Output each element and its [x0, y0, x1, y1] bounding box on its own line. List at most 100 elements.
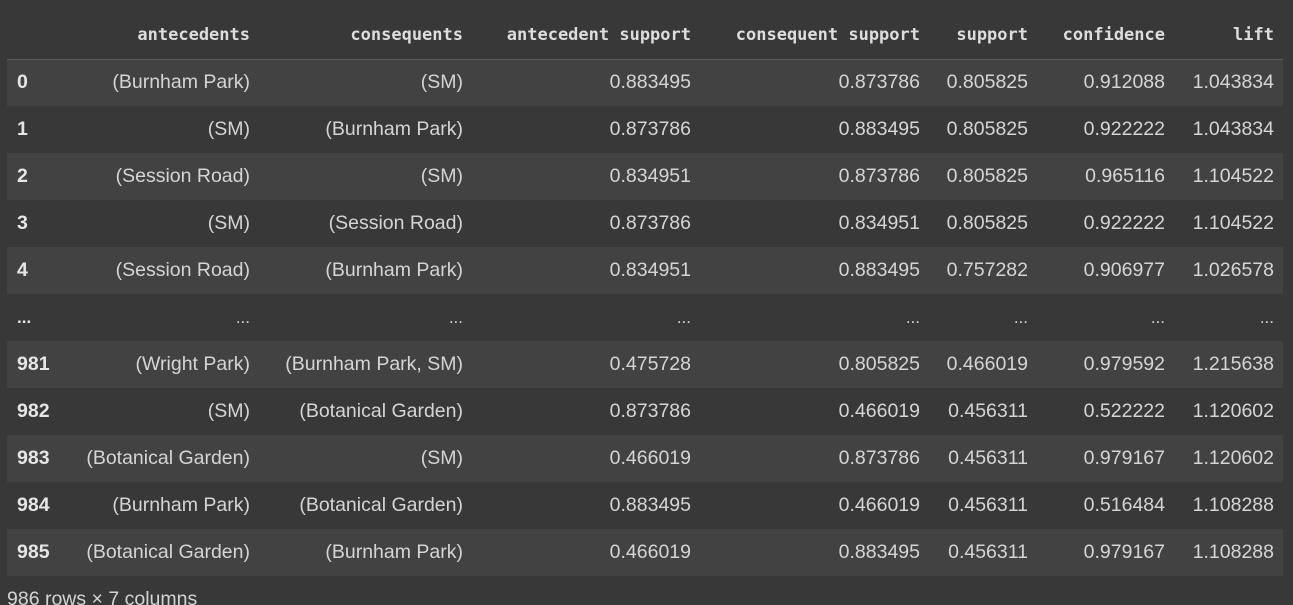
cell-lift: 1.043834 — [1192, 118, 1274, 140]
table-row: 0 (Burnham Park) (SM) 0.883495 0.873786 0.805… — [7, 59, 1283, 106]
cell-support: 0.456311 — [948, 494, 1028, 516]
cell-lift: 1.026578 — [1192, 259, 1274, 281]
cell-antecedents: (Burnham Park) — [112, 71, 250, 94]
cell-consequent-support: 0.466019 — [838, 494, 920, 516]
ellipsis-row: ........................ — [7, 294, 1283, 341]
column-header-antecedents: antecedents — [67, 12, 259, 60]
table-row: 3 (SM) (Session Road) 0.873786 0.834951 0.805… — [7, 200, 1283, 247]
cell-support: ... — [1013, 307, 1028, 327]
cell-lift: 1.104522 — [1192, 165, 1274, 187]
row-index: 2 — [17, 165, 28, 187]
table-row: 982 (SM) (Botanical Garden) 0.873786 0.46601… — [7, 388, 1283, 435]
cell-antecedents: (Session Road) — [115, 165, 250, 187]
row-index: 4 — [17, 259, 28, 281]
cell-consequents: (SM) — [420, 71, 463, 94]
cell-consequents: (Burnham Park) — [325, 259, 463, 281]
cell-lift: 1.043834 — [1192, 71, 1274, 94]
cell-consequents: (Burnham Park, SM) — [285, 353, 463, 375]
cell-antecedents: (SM) — [207, 212, 250, 234]
cell-consequents: (Botanical Garden) — [299, 494, 463, 516]
cell-consequents: (Botanical Garden) — [299, 400, 463, 422]
cell-confidence: 0.965116 — [1085, 165, 1165, 187]
column-header-antecedent-support: antecedent support — [472, 12, 700, 60]
cell-antecedents: (Wright Park) — [135, 353, 251, 375]
cell-antecedent-support: 0.873786 — [609, 212, 691, 234]
cell-support: 0.456311 — [948, 541, 1028, 563]
cell-consequent-support: 0.883495 — [838, 541, 920, 563]
column-header-lift: lift — [1174, 12, 1283, 60]
cell-antecedent-support: 0.883495 — [609, 71, 691, 94]
cell-confidence: 0.516484 — [1083, 494, 1165, 516]
column-header-support: support — [929, 12, 1037, 60]
column-header-consequent-support: consequent support — [700, 12, 929, 60]
row-index: 982 — [17, 400, 50, 422]
column-header-confidence: confidence — [1037, 12, 1174, 60]
cell-antecedents: (Botanical Garden) — [86, 541, 250, 563]
cell-consequents: (SM) — [420, 165, 463, 187]
cell-consequents: (Session Road) — [328, 212, 463, 234]
cell-confidence: ... — [1150, 307, 1165, 327]
table-row: 4 (Session Road) (Burnham Park) 0.834951 0.8… — [7, 247, 1283, 294]
row-index: 3 — [17, 212, 28, 234]
row-index: ... — [17, 307, 32, 327]
cell-antecedents: (SM) — [207, 118, 250, 140]
cell-consequent-support: 0.834951 — [838, 212, 920, 234]
cell-lift: 1.104522 — [1192, 212, 1274, 234]
cell-consequent-support: 0.883495 — [838, 259, 920, 281]
cell-confidence: 0.922222 — [1083, 118, 1165, 140]
cell-consequent-support: 0.805825 — [838, 353, 920, 375]
cell-lift: 1.120602 — [1192, 400, 1274, 422]
cell-consequent-support: 0.873786 — [838, 447, 920, 469]
cell-consequent-support: 0.883495 — [838, 118, 920, 140]
cell-consequent-support: 0.873786 — [838, 71, 920, 94]
cell-confidence: 0.906977 — [1083, 259, 1165, 281]
cell-consequents: (Burnham Park) — [325, 541, 463, 563]
cell-antecedents: ... — [235, 307, 250, 327]
dataframe-table: antecedents consequents antecedent suppo… — [7, 12, 1283, 576]
column-header-consequents: consequents — [259, 12, 472, 60]
cell-consequents: (Burnham Park) — [325, 118, 463, 140]
row-index: 983 — [17, 447, 50, 469]
cell-antecedent-support: 0.475728 — [609, 353, 691, 375]
table-body: 0 (Burnham Park) (SM) 0.883495 0.873786 0.805… — [7, 59, 1283, 576]
cell-confidence: 0.922222 — [1083, 212, 1165, 234]
cell-support: 0.456311 — [948, 447, 1028, 469]
index-header — [7, 12, 67, 60]
cell-support: 0.805825 — [946, 212, 1028, 234]
cell-consequents: ... — [448, 307, 463, 327]
cell-antecedent-support: 0.873786 — [609, 118, 691, 140]
cell-antecedent-support: ... — [676, 307, 691, 327]
cell-consequent-support: ... — [905, 307, 920, 327]
cell-lift: 1.215638 — [1192, 353, 1274, 375]
cell-lift: 1.108288 — [1192, 494, 1274, 516]
cell-support: 0.466019 — [946, 353, 1028, 375]
cell-antecedent-support: 0.883495 — [609, 494, 691, 516]
cell-antecedent-support: 0.466019 — [609, 447, 691, 469]
row-index: 985 — [17, 541, 50, 563]
cell-confidence: 0.979592 — [1083, 353, 1165, 375]
table-row: 985 (Botanical Garden) (Burnham Park) 0.466… — [7, 529, 1283, 576]
cell-consequent-support: 0.873786 — [838, 165, 920, 187]
cell-antecedent-support: 0.873786 — [609, 400, 691, 422]
table-row: 1 (SM) (Burnham Park) 0.873786 0.883495 0.805… — [7, 106, 1283, 153]
table-row: 981 (Wright Park) (Burnham Park, SM) 0.4757… — [7, 341, 1283, 388]
row-index: 981 — [17, 353, 50, 375]
cell-support: 0.757282 — [946, 259, 1028, 281]
cell-consequents: (SM) — [420, 447, 463, 469]
cell-confidence: 0.522222 — [1083, 400, 1165, 422]
table-row: 983 (Botanical Garden) (SM) 0.466019 0.87378… — [7, 435, 1283, 482]
cell-antecedents: (Session Road) — [115, 259, 250, 281]
table-shape-footer: 986 rows × 7 columns — [7, 588, 198, 605]
row-index: 984 — [17, 494, 50, 516]
cell-antecedents: (SM) — [207, 400, 250, 422]
table-row: 984 (Burnham Park) (Botanical Garden) 0.883… — [7, 482, 1283, 529]
cell-antecedent-support: 0.466019 — [609, 541, 691, 563]
cell-antecedent-support: 0.834951 — [609, 259, 691, 281]
cell-support: 0.456311 — [948, 400, 1028, 422]
header-row: antecedents consequents antecedent suppo… — [7, 12, 1283, 60]
cell-support: 0.805825 — [946, 118, 1028, 140]
cell-consequent-support: 0.466019 — [838, 400, 920, 422]
cell-confidence: 0.912088 — [1083, 71, 1165, 94]
cell-lift: ... — [1259, 307, 1274, 327]
